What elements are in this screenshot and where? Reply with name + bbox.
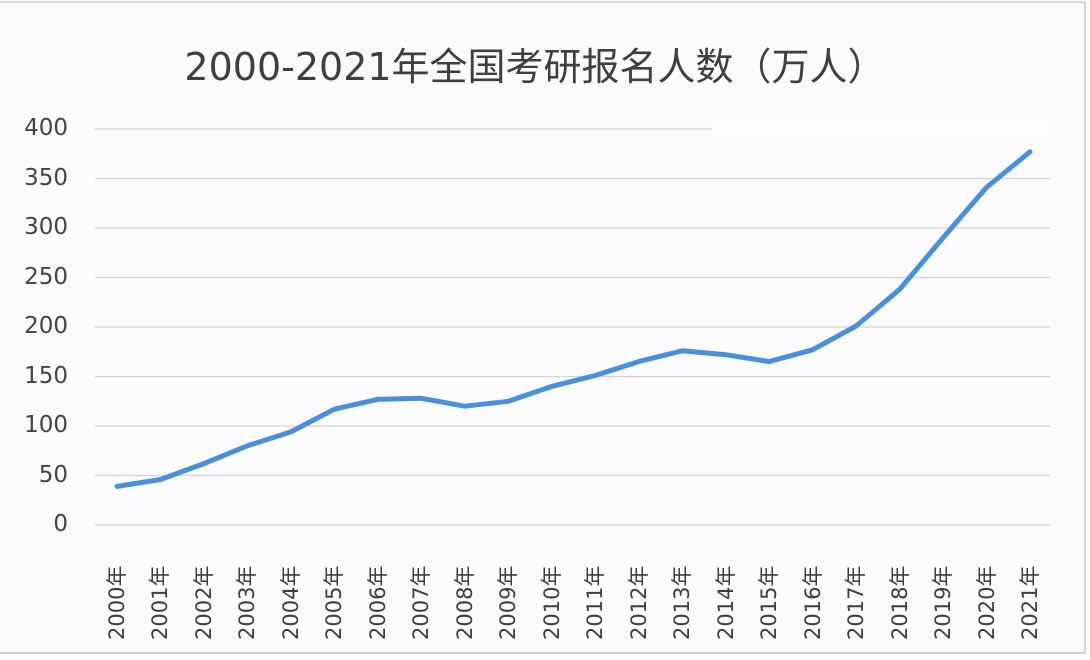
x-tick-label: 2018年	[887, 565, 912, 640]
chart-title: 2000-2021年全国考研报名人数（万人）	[184, 45, 886, 89]
x-tick-label: 2008年	[452, 565, 477, 640]
gridlines	[95, 128, 1050, 526]
occlusion-patch	[712, 116, 1052, 142]
y-tick-label: 150	[24, 362, 68, 389]
x-tick-label: 2005年	[322, 565, 347, 640]
x-tick-label: 2015年	[757, 565, 782, 640]
y-tick-label: 300	[24, 214, 68, 240]
y-tick-label: 200	[24, 313, 68, 339]
x-tick-label: 2012年	[626, 565, 651, 640]
x-tick-label: 2009年	[496, 565, 521, 640]
x-tick-label: 2010年	[539, 565, 564, 640]
x-tick-label: 2006年	[365, 565, 390, 640]
x-tick-label: 2000年	[105, 565, 129, 640]
y-tick-label: 400	[24, 115, 68, 141]
series-line	[114, 149, 1033, 489]
x-tick-label: 2007年	[409, 565, 434, 640]
x-tick-label: 2017年	[844, 565, 869, 640]
x-tick-label: 2021年	[1018, 565, 1042, 640]
y-tick-label: 0	[53, 511, 68, 537]
x-tick-label: 2003年	[235, 565, 260, 640]
y-tick-label: 100	[24, 412, 68, 438]
x-tick-label: 2019年	[931, 565, 956, 640]
x-tick-label: 2013年	[670, 565, 695, 640]
x-tick-label: 2004年	[278, 565, 303, 640]
y-tick-label: 350	[24, 164, 68, 191]
x-tick-label: 2011年	[583, 565, 608, 640]
y-tick-label: 50	[38, 461, 68, 488]
x-tick-label: 2014年	[713, 565, 738, 640]
y-tick-label: 250	[24, 263, 68, 290]
x-tick-label: 2020年	[974, 565, 999, 640]
x-tick-label: 2016年	[800, 565, 825, 640]
x-tick-label: 2002年	[191, 565, 216, 640]
x-tick-label: 2001年	[148, 565, 173, 640]
